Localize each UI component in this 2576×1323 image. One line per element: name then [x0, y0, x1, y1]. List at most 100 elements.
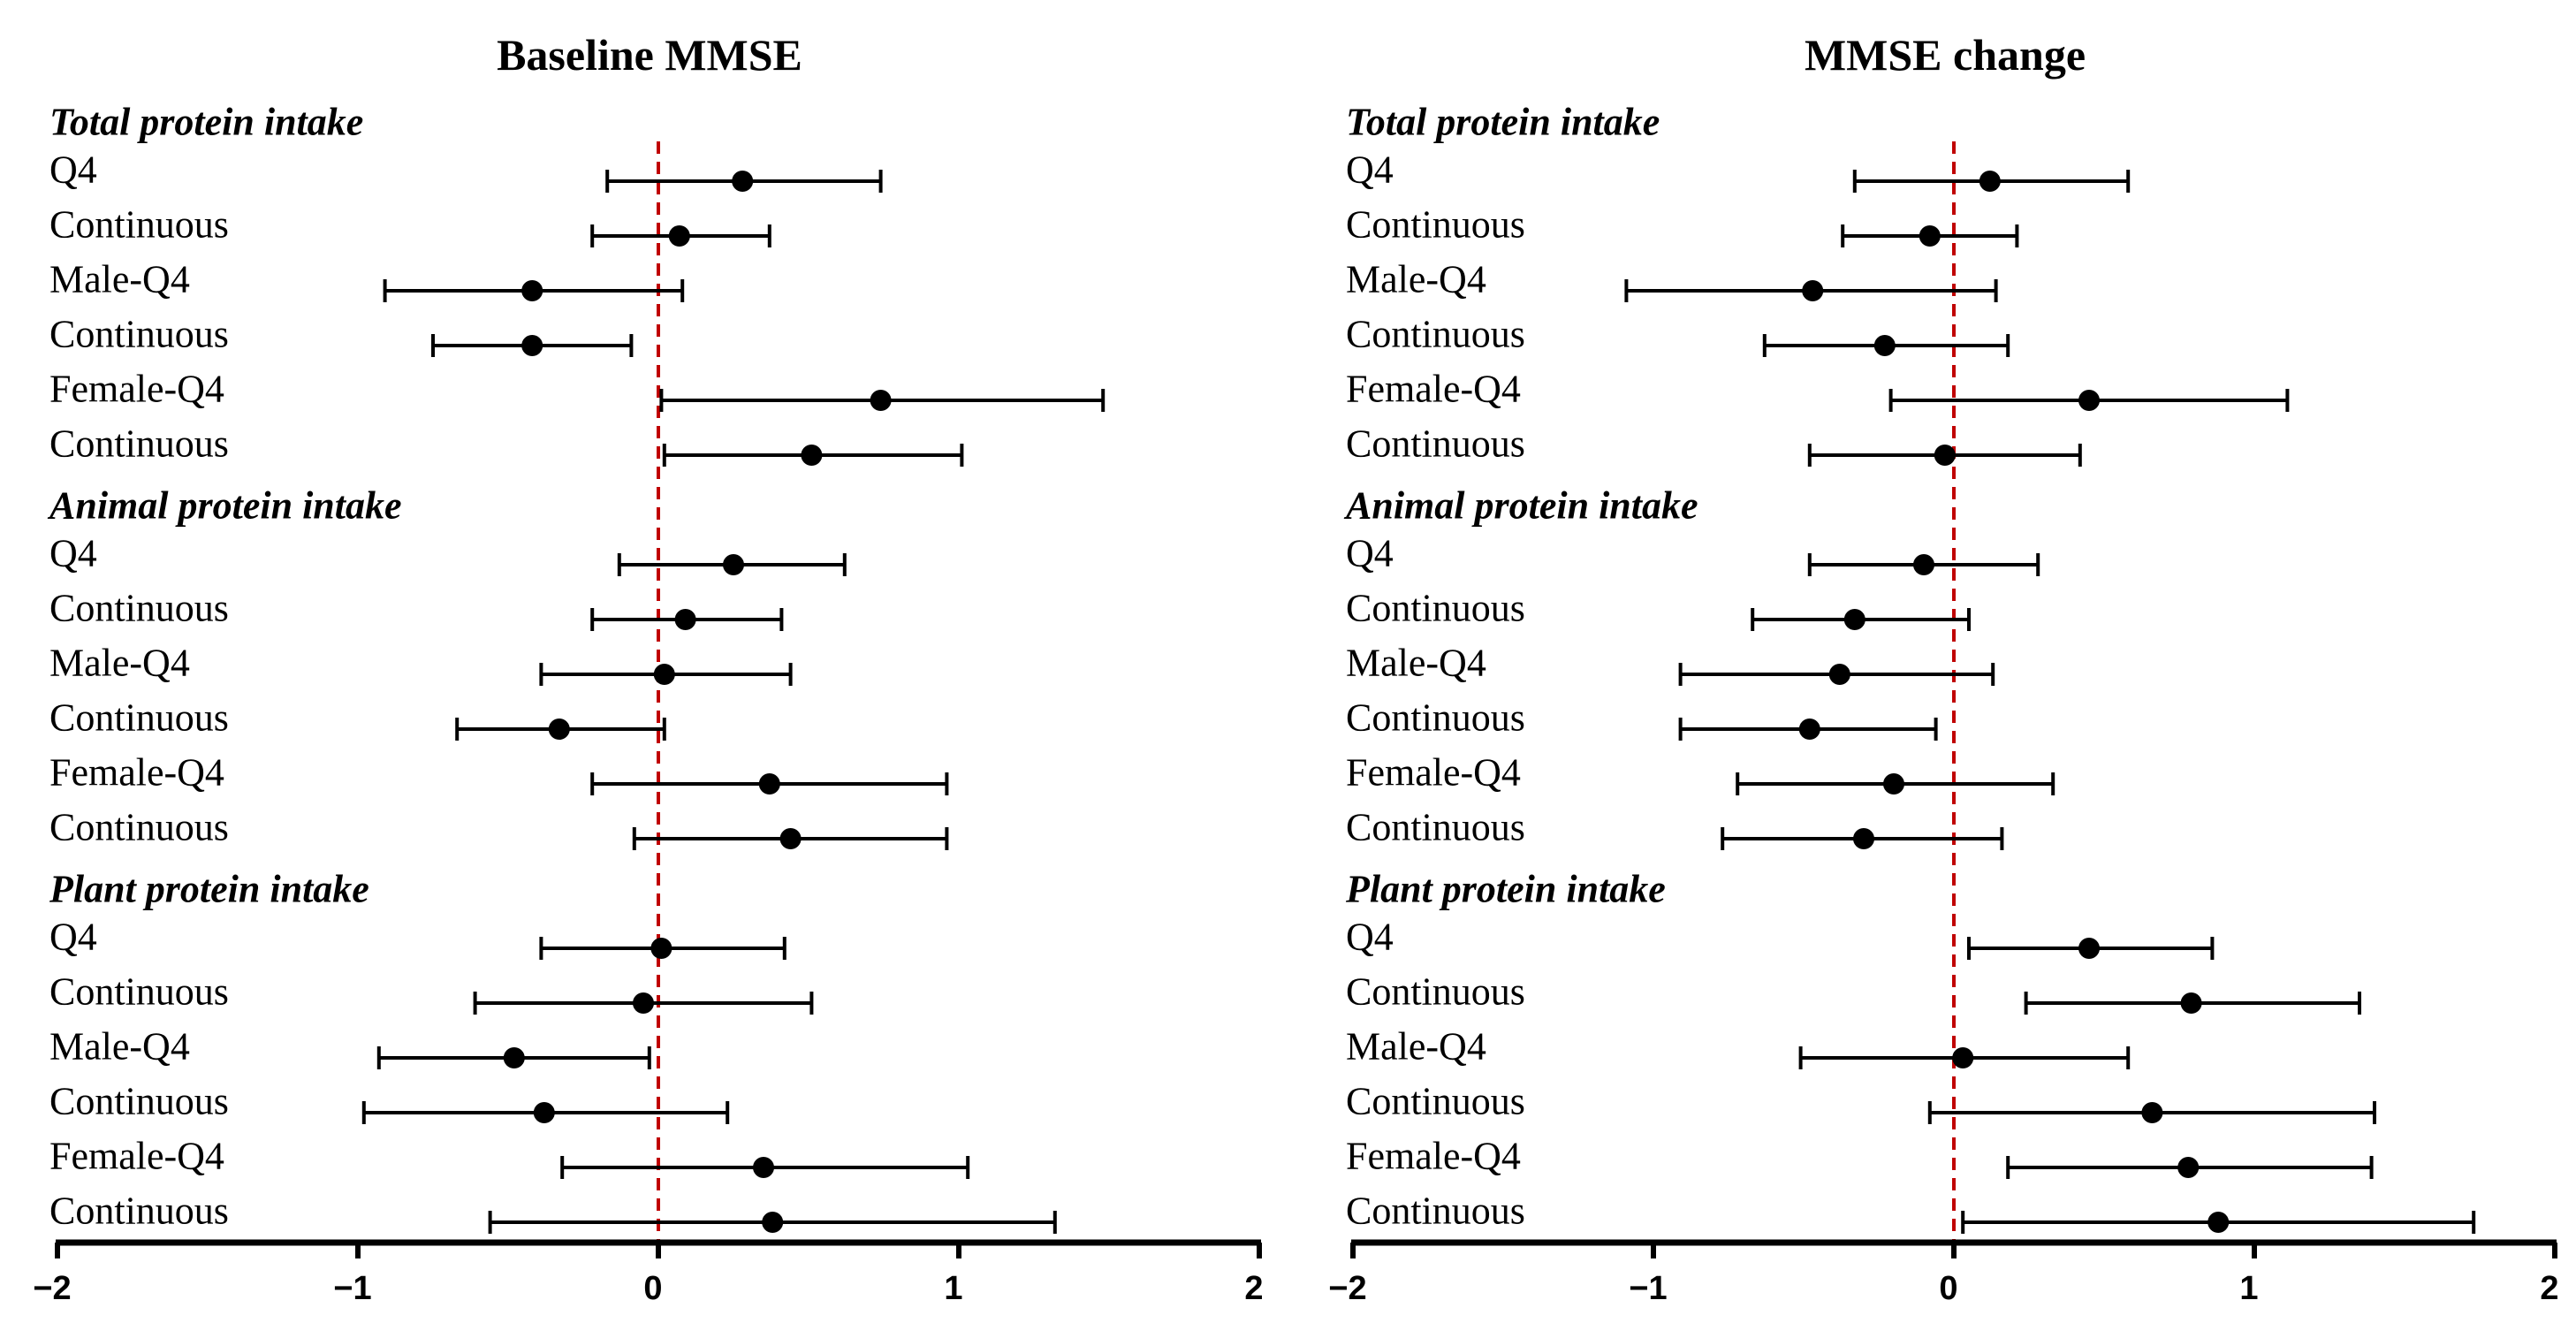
point-estimate-marker — [668, 225, 690, 247]
estimate-row — [1751, 608, 1971, 631]
point-estimate-marker — [779, 828, 802, 849]
point-estimate-marker — [1853, 828, 1874, 849]
estimate-row — [2006, 1156, 2374, 1179]
x-tick-label: 2 — [2540, 1270, 2558, 1307]
point-estimate-marker — [1952, 1047, 1974, 1068]
estimate-row — [1807, 444, 2082, 467]
point-estimate-marker — [533, 1102, 555, 1123]
estimate-row — [662, 444, 964, 467]
estimate-row — [1736, 772, 2055, 795]
estimate-row — [1762, 334, 2010, 357]
group-label: Plant protein intake — [1345, 868, 1666, 911]
row-label: Continuous — [49, 587, 229, 630]
estimate-row — [1678, 663, 1995, 686]
row-label: Continuous — [1346, 970, 1525, 1014]
row-label: Continuous — [1346, 313, 1525, 356]
point-estimate-marker — [1979, 171, 2001, 192]
row-label: Continuous — [49, 1190, 229, 1233]
row-label: Male-Q4 — [49, 1025, 190, 1068]
point-estimate-marker — [548, 719, 570, 740]
estimate-row — [488, 1211, 1057, 1234]
estimate-row — [361, 1101, 730, 1124]
estimate-row — [1841, 224, 2019, 247]
row-label: Continuous — [1346, 1190, 1525, 1233]
group-label: Plant protein intake — [49, 868, 369, 911]
row-label: Female-Q4 — [49, 1135, 224, 1178]
estimate-row — [560, 1156, 970, 1179]
row-label: Continuous — [49, 970, 229, 1014]
x-tick-label: −2 — [33, 1270, 71, 1307]
point-estimate-marker — [2177, 1157, 2200, 1178]
estimate-row — [376, 1046, 651, 1069]
estimate-row — [605, 170, 883, 193]
group-label: Animal protein intake — [47, 484, 402, 528]
point-estimate-marker — [1798, 719, 1820, 740]
point-estimate-marker — [1883, 773, 1904, 795]
row-label: Female-Q4 — [49, 368, 224, 411]
estimate-row — [1852, 170, 2131, 193]
point-estimate-marker — [2180, 992, 2202, 1014]
row-label: Q4 — [1346, 148, 1394, 192]
estimate-row — [539, 937, 786, 960]
row-label: Q4 — [49, 148, 97, 192]
group-label: Total protein intake — [1346, 101, 1660, 144]
estimate-row — [659, 389, 1106, 412]
row-label: Continuous — [49, 313, 229, 356]
point-estimate-marker — [2141, 1102, 2163, 1123]
point-estimate-marker — [758, 773, 780, 795]
point-estimate-marker — [650, 938, 672, 959]
panel-title: MMSE change — [1805, 30, 2086, 80]
row-label: Continuous — [49, 422, 229, 466]
row-label: Male-Q4 — [49, 258, 190, 301]
group-label: Total protein intake — [49, 101, 363, 144]
estimate-row — [590, 224, 771, 247]
estimate-row — [1798, 1046, 2131, 1069]
estimate-row — [590, 608, 784, 631]
point-estimate-marker — [1913, 554, 1934, 575]
row-label: Male-Q4 — [1346, 1025, 1486, 1068]
row-label: Continuous — [49, 1080, 229, 1123]
row-label: Continuous — [49, 696, 229, 740]
point-estimate-marker — [870, 390, 892, 411]
point-estimate-marker — [762, 1212, 784, 1233]
row-label: Female-Q4 — [1346, 751, 1521, 795]
row-label: Continuous — [1346, 806, 1525, 849]
point-estimate-marker — [1919, 225, 1941, 247]
row-label: Female-Q4 — [1346, 1135, 1521, 1178]
x-tick-label: −2 — [1328, 1270, 1366, 1307]
x-tick-label: 0 — [1939, 1270, 1957, 1307]
point-estimate-marker — [1934, 445, 1956, 466]
panel-title: Baseline MMSE — [497, 30, 802, 80]
estimate-row — [1961, 1211, 2476, 1234]
point-estimate-marker — [1873, 335, 1896, 356]
row-label: Continuous — [1346, 203, 1525, 247]
row-label: Male-Q4 — [49, 642, 190, 685]
row-label: Q4 — [49, 532, 97, 575]
row-label: Continuous — [1346, 1080, 1525, 1123]
estimate-row — [473, 992, 814, 1015]
point-estimate-marker — [2207, 1212, 2230, 1233]
x-tick-label: −1 — [1629, 1270, 1667, 1307]
point-estimate-marker — [723, 554, 744, 575]
estimate-row — [455, 718, 666, 741]
x-tick-label: 1 — [944, 1270, 962, 1307]
point-estimate-marker — [653, 664, 675, 685]
estimate-row — [1967, 937, 2215, 960]
row-label: Female-Q4 — [49, 751, 224, 795]
row-label: Male-Q4 — [1346, 258, 1486, 301]
estimate-row — [617, 553, 847, 576]
point-estimate-marker — [1802, 280, 1824, 301]
row-label: Q4 — [1346, 916, 1394, 959]
x-tick-label: −1 — [333, 1270, 371, 1307]
estimate-row — [1927, 1101, 2376, 1124]
point-estimate-marker — [521, 280, 543, 301]
x-tick-label: 2 — [1244, 1270, 1263, 1307]
row-label: Male-Q4 — [1346, 642, 1486, 685]
point-estimate-marker — [1843, 609, 1866, 630]
row-label: Continuous — [49, 806, 229, 849]
row-label: Q4 — [1346, 532, 1394, 575]
row-label: Q4 — [49, 916, 97, 959]
x-tick-label: 1 — [2239, 1270, 2258, 1307]
